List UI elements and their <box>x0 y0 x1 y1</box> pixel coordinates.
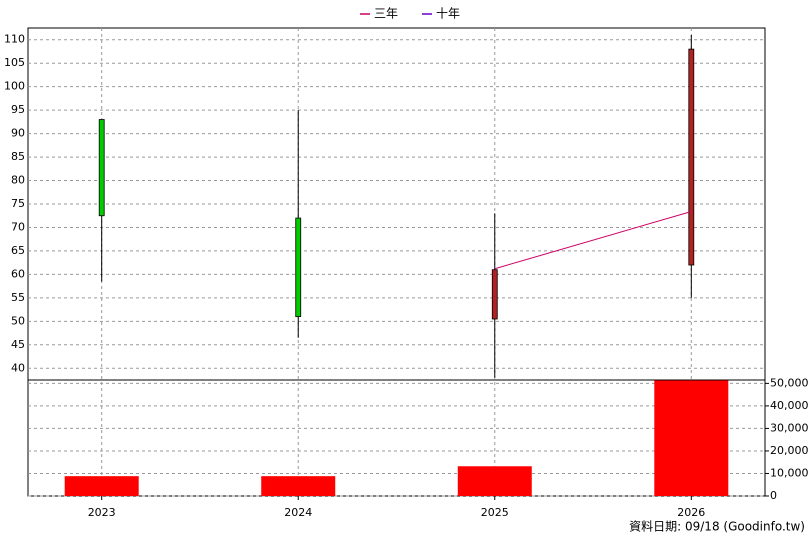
candle-body <box>98 119 105 217</box>
y-tick-label: 40 <box>11 361 25 374</box>
y-tick-label: 85 <box>11 150 25 163</box>
y-tick-label: 60 <box>11 267 25 280</box>
candle-body <box>491 269 498 320</box>
y-tick-label: 65 <box>11 244 25 257</box>
candle-body <box>295 217 302 318</box>
y-tick-label: 105 <box>4 56 25 69</box>
volume-bar <box>261 476 336 496</box>
volume-bar <box>64 476 139 496</box>
x-tick-label: 2023 <box>88 506 116 519</box>
volume-bar <box>654 380 729 496</box>
y-tick-label: 45 <box>11 338 25 351</box>
y-tick-label: 50 <box>11 314 25 327</box>
x-tick-label: 2025 <box>481 506 509 519</box>
legend-label: 三年 <box>374 7 398 21</box>
y-tick-label: 80 <box>11 174 25 187</box>
y2-tick-label: 40,000 <box>770 399 808 412</box>
y-tick-label: 100 <box>4 80 25 93</box>
y-tick-label: 90 <box>11 127 25 140</box>
legend-label: 十年 <box>436 7 460 21</box>
footer: 資料日期: 09/18 (Goodinfo.tw) <box>629 520 805 534</box>
y2-tick-label: 50,000 <box>770 376 808 389</box>
x-tick-label: 2026 <box>677 506 705 519</box>
candle-body <box>688 48 695 266</box>
y-tick-label: 110 <box>4 33 25 46</box>
y2-tick-label: 30,000 <box>770 421 808 434</box>
y2-tick-label: 20,000 <box>770 444 808 457</box>
y2-tick-label: 0 <box>770 489 777 502</box>
line-series <box>494 211 692 270</box>
y-tick-label: 75 <box>11 197 25 210</box>
y-tick-label: 70 <box>11 220 25 233</box>
y-tick-label: 55 <box>11 291 25 304</box>
y2-tick-label: 10,000 <box>770 466 808 479</box>
x-tick-label: 2024 <box>284 506 312 519</box>
volume-bar <box>457 466 532 496</box>
y-tick-label: 95 <box>11 103 25 116</box>
